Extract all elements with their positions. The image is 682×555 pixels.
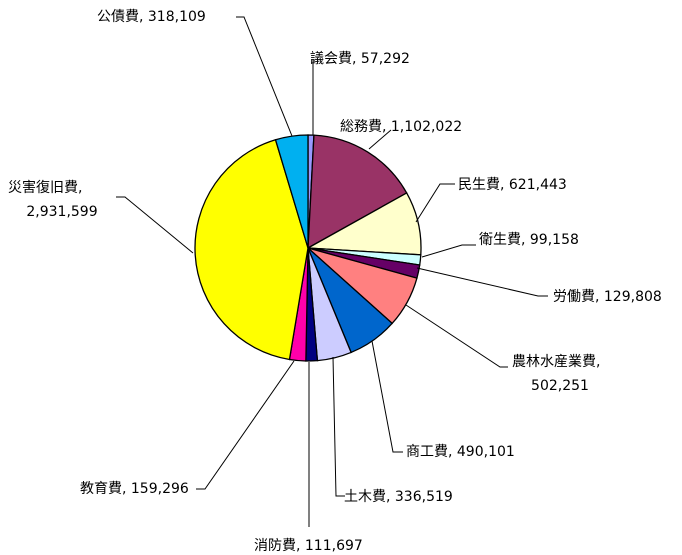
slice-label-9: 消防費, 111,697 — [254, 538, 363, 554]
slice-label-6-line-2: 502,251 — [531, 378, 589, 394]
pie-slice-2 — [307, 134, 408, 250]
slice-label-5: 労働費, 129,808 — [553, 289, 662, 305]
leader-line-5 — [416, 267, 548, 297]
slice-label-2: 総務費, 1,102,022 — [340, 119, 462, 135]
pie-slice-11 — [194, 138, 309, 361]
slice-label-12: 公債費, 318,109 — [97, 9, 206, 25]
leader-line-3 — [415, 183, 455, 223]
pie-slice-12 — [274, 134, 309, 249]
slice-label-8: 土木費, 336,519 — [344, 489, 453, 505]
leader-line-6 — [405, 304, 508, 368]
slice-labels: 議会費, 57,292 総務費, 1,102,022 民生費, 621,443 衛生費… — [8, 9, 662, 554]
pie-slices — [194, 134, 422, 362]
slice-label-11: 災害復旧費, — [8, 179, 82, 196]
slice-label-4: 衛生費, 99,158 — [479, 232, 579, 248]
leader-line-8 — [332, 356, 345, 497]
leader-line-7 — [371, 340, 403, 453]
leader-line-12 — [236, 16, 293, 137]
slice-label-11-line-2: 2,931,599 — [26, 204, 97, 220]
leader-lines — [116, 16, 548, 527]
slice-label-10: 教育費, 159,296 — [80, 481, 189, 497]
leader-line-2 — [368, 129, 392, 150]
leader-line-4 — [421, 244, 476, 258]
slice-label-3: 民生費, 621,443 — [458, 177, 567, 193]
slice-label-7: 商工費, 490,101 — [406, 444, 515, 460]
slice-label-1: 議会費, 57,292 — [310, 50, 410, 67]
leader-line-11 — [116, 196, 194, 254]
leader-line-10 — [196, 360, 295, 490]
slice-label-6: 農林水産業費, — [512, 354, 600, 370]
